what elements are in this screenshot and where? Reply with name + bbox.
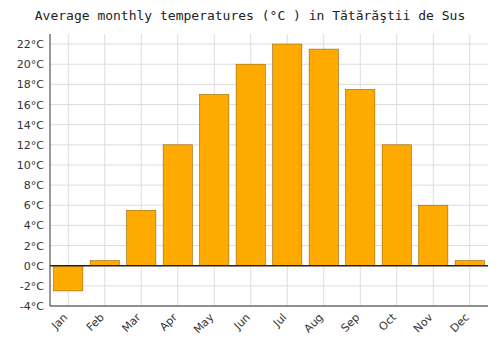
grid-line-y	[50, 164, 488, 165]
y-tick-label: 22°C	[17, 38, 44, 51]
bar	[90, 261, 119, 266]
y-tick-label: 8°C	[24, 179, 44, 192]
bar	[163, 145, 192, 266]
x-tick-label: Jan	[48, 311, 70, 333]
x-axis-line	[50, 306, 488, 307]
grid-line-y	[50, 144, 488, 145]
x-tick-label: Mar	[119, 311, 143, 335]
bars	[54, 44, 485, 291]
grid-line-y	[50, 104, 488, 105]
axes: -4°C -2°C 0°C 2°C 4°C 6°C 8°C 10°C 12°C 14°C 16°C 1…	[17, 34, 488, 336]
x-tick-label: Oct	[376, 310, 399, 333]
bar	[54, 266, 83, 291]
zero-line	[50, 265, 488, 267]
y-tick-label: 20°C	[17, 58, 44, 71]
grid-line-y	[50, 124, 488, 125]
x-tick-label: Jul	[270, 311, 289, 330]
x-tick-label: Sep	[339, 311, 363, 335]
x-tick-label: Jun	[231, 311, 253, 333]
x-tick-label: Nov	[411, 311, 436, 336]
grid-line-y	[50, 185, 488, 186]
bar	[419, 205, 448, 265]
y-tick-label: 0°C	[24, 260, 44, 273]
y-tick-label: -4°C	[20, 300, 44, 313]
bar	[382, 145, 411, 266]
grid-line-y	[50, 44, 488, 45]
y-tick-label: 12°C	[17, 139, 44, 152]
y-tick-label: 14°C	[17, 119, 44, 132]
bar	[455, 261, 484, 266]
bar	[236, 64, 265, 265]
y-tick-label: -2°C	[20, 280, 44, 293]
bar	[346, 89, 375, 265]
y-tick-label: 16°C	[17, 99, 44, 112]
grid-line-y	[50, 306, 488, 307]
grid-line-y	[50, 64, 488, 65]
grid-line-y	[50, 285, 488, 286]
y-tick-label: 6°C	[24, 199, 44, 212]
title: Average monthly temperatures (°C ) in Tă…	[35, 8, 465, 23]
x-tick-label: Aug	[301, 311, 325, 335]
bar	[200, 94, 229, 265]
x-tick-label: Feb	[84, 311, 107, 334]
grid-line-y	[50, 265, 488, 266]
bar	[273, 44, 302, 266]
x-tick-label: May	[191, 311, 217, 337]
bar	[309, 49, 338, 266]
y-tick-label: 10°C	[17, 159, 44, 172]
y-tick-label: 18°C	[17, 78, 44, 91]
x-tick-label: Dec	[448, 311, 472, 335]
y-tick-label: 4°C	[24, 219, 44, 232]
bar	[127, 210, 156, 265]
grid-line-y	[50, 84, 488, 85]
chart: Average monthly temperatures (°C ) in Tă…	[0, 0, 500, 350]
grid	[50, 34, 488, 306]
x-tick-label: Apr	[157, 311, 180, 334]
y-tick-label: 2°C	[24, 240, 44, 253]
